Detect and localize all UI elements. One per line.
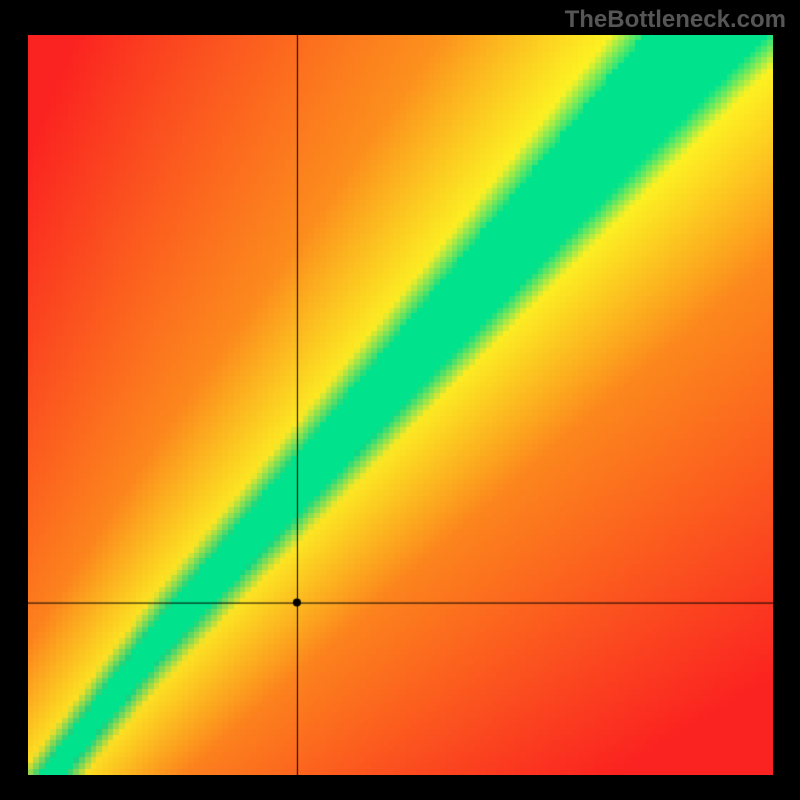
chart-root: { "canvas": { "width": 800, "height": 80… bbox=[0, 0, 800, 800]
watermark-text: TheBottleneck.com bbox=[565, 6, 786, 34]
bottleneck-heatmap bbox=[28, 35, 773, 775]
